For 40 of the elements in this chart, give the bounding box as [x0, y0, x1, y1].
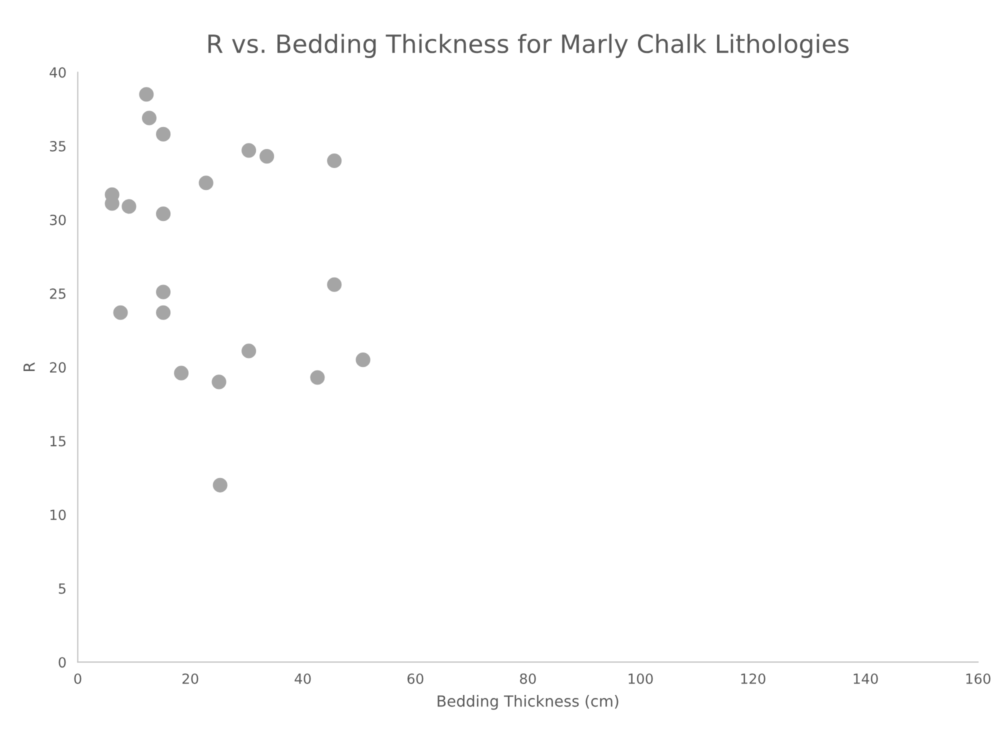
x-tick-label: 160 — [966, 673, 990, 684]
point — [156, 206, 171, 222]
x-tick-label: 120 — [741, 673, 766, 684]
point — [260, 149, 274, 164]
x-tick-label: 140 — [854, 673, 878, 684]
y-tick-label: 5 — [58, 584, 66, 594]
x-tick-label: 100 — [628, 673, 653, 684]
x-axis-title: Bedding Thickness (cm) — [438, 694, 618, 710]
point — [156, 284, 171, 300]
point — [122, 199, 136, 214]
point — [212, 374, 226, 390]
y-tick-label: 15 — [50, 436, 66, 446]
point — [242, 143, 256, 158]
y-tick-label: 30 — [50, 214, 66, 226]
point — [156, 126, 171, 142]
point — [242, 344, 256, 358]
y-tick-label: 20 — [50, 362, 66, 373]
point — [212, 478, 228, 492]
point — [198, 176, 214, 190]
point — [174, 366, 189, 380]
x-tick-label: 80 — [520, 673, 536, 684]
x-tick-label: 40 — [294, 673, 311, 684]
x-tick-label: 60 — [408, 673, 424, 684]
point — [142, 110, 157, 126]
point — [327, 277, 342, 292]
y-tick-label: 25 — [50, 288, 66, 299]
point — [327, 153, 342, 168]
y-tick-label: 10 — [50, 510, 66, 520]
y-tick-label: 0 — [58, 657, 66, 668]
chart-title: R vs. Bedding Thickness for Marly Chalk Lithologies — [208, 34, 849, 58]
point — [310, 370, 325, 385]
x-tick-label: 20 — [182, 673, 198, 684]
point — [139, 87, 154, 102]
y-axis-title: R — [24, 362, 35, 371]
point — [113, 305, 128, 320]
y-tick-label: 40 — [50, 67, 66, 78]
point — [356, 352, 370, 368]
x-tick-label: 0 — [74, 673, 82, 684]
y-tick-label: 35 — [50, 140, 66, 152]
point — [156, 305, 171, 320]
